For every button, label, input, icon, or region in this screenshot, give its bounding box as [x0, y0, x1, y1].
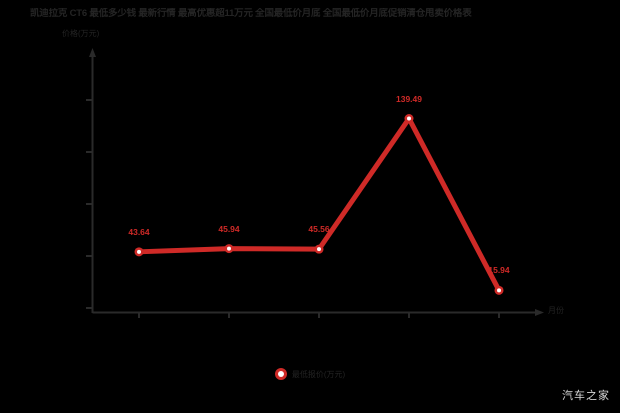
x-axis-arrow — [535, 309, 544, 316]
y-axis-ticks — [86, 99, 92, 309]
watermark: 汽车之家 — [562, 389, 610, 402]
data-point-label: 139.49 — [396, 93, 422, 104]
data-point-markers — [134, 114, 504, 295]
legend-series-label: 最低报价(万元) — [291, 369, 346, 379]
data-point-label: 43.64 — [128, 226, 150, 237]
y-axis-arrow — [89, 48, 96, 57]
data-point-marker-center — [497, 288, 501, 293]
data-point-marker-center — [407, 116, 411, 121]
data-point-marker-center — [137, 249, 141, 254]
y-axis-title: 价格(万元) — [62, 29, 100, 38]
x-axis-title: 月份 — [548, 306, 564, 315]
chart-title: 凯迪拉克 CT6 最低多少钱 最新行情 最高优惠超11万元 全国最低价月底 全国… — [30, 8, 472, 19]
data-point-marker-center — [227, 246, 231, 251]
chart-legend: 最低报价(万元) — [0, 368, 620, 380]
data-point-label: 45.94 — [218, 223, 240, 234]
data-point-label: 45.56 — [308, 224, 330, 235]
x-axis-ticks — [138, 312, 500, 318]
circle-marker-icon — [274, 368, 287, 380]
data-point-marker-center — [317, 247, 321, 252]
data-point-label: 15.94 — [488, 265, 510, 276]
data-series-line — [136, 116, 502, 293]
